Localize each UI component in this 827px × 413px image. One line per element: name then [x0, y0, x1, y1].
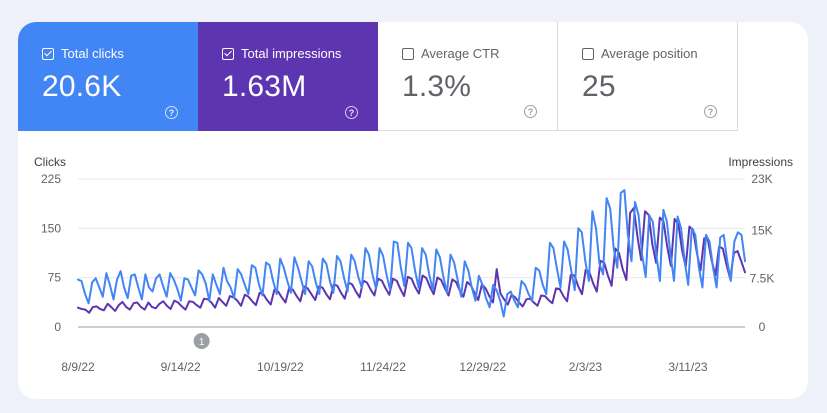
checkbox-checked-icon[interactable]	[42, 47, 54, 60]
metric-value: 25	[582, 70, 616, 103]
x-tick-label: 12/29/22	[459, 360, 506, 374]
annotation-label: 1	[199, 337, 205, 348]
left-tick-label: 150	[41, 221, 61, 235]
checkbox-checked-icon[interactable]	[222, 47, 234, 60]
x-tick-label: 9/14/22	[161, 360, 201, 374]
metric-label: Average CTR	[421, 46, 500, 61]
metric-label: Average position	[601, 46, 698, 61]
performance-card: Total clicks 20.6K ? Total impressions 1…	[18, 22, 808, 399]
left-axis-title: Clicks	[34, 155, 66, 169]
metric-tile-total-impressions[interactable]: Total impressions 1.63M ?	[198, 22, 378, 131]
help-icon[interactable]: ?	[524, 105, 537, 118]
right-axis-title: Impressions	[728, 155, 793, 169]
left-tick-label: 225	[41, 172, 61, 186]
right-tick-label: 23K	[751, 172, 772, 186]
metric-tile-average-ctr[interactable]: Average CTR 1.3% ?	[378, 22, 558, 131]
performance-chart: 0 75 150 225 0 7.5K 15K 23K Clicks Impressions 8/9…	[34, 155, 793, 374]
metric-label: Total clicks	[61, 46, 124, 61]
right-tick-label: 7.5K	[750, 272, 775, 286]
right-tick-label: 0	[759, 320, 766, 334]
annotation-marker	[193, 333, 210, 349]
x-tick-label: 2/3/23	[569, 360, 603, 374]
x-tick-label: 8/9/22	[61, 360, 95, 374]
help-icon[interactable]: ?	[704, 105, 717, 118]
metric-tiles: Total clicks 20.6K ? Total impressions 1…	[18, 22, 808, 131]
help-icon[interactable]: ?	[345, 106, 358, 119]
left-tick-label: 75	[48, 271, 62, 285]
metric-value: 20.6K	[42, 70, 122, 103]
checkbox-unchecked-icon[interactable]	[582, 47, 594, 60]
metric-value: 1.3%	[402, 70, 472, 103]
series-line-clicks	[77, 189, 746, 318]
metric-tile-total-clicks[interactable]: Total clicks 20.6K ?	[18, 22, 198, 131]
checkbox-unchecked-icon[interactable]	[402, 47, 414, 60]
help-icon[interactable]: ?	[165, 106, 178, 119]
x-tick-label: 10/19/22	[257, 360, 304, 374]
x-tick-label: 3/11/23	[668, 360, 707, 374]
left-tick-label: 0	[54, 320, 61, 334]
series-line-impressions	[77, 207, 746, 314]
metric-label: Total impressions	[241, 46, 342, 61]
metric-value: 1.63M	[222, 70, 307, 103]
metric-tile-average-position[interactable]: Average position 25 ?	[558, 22, 738, 131]
right-tick-label: 15K	[751, 223, 772, 237]
x-tick-label: 11/24/22	[360, 360, 406, 374]
